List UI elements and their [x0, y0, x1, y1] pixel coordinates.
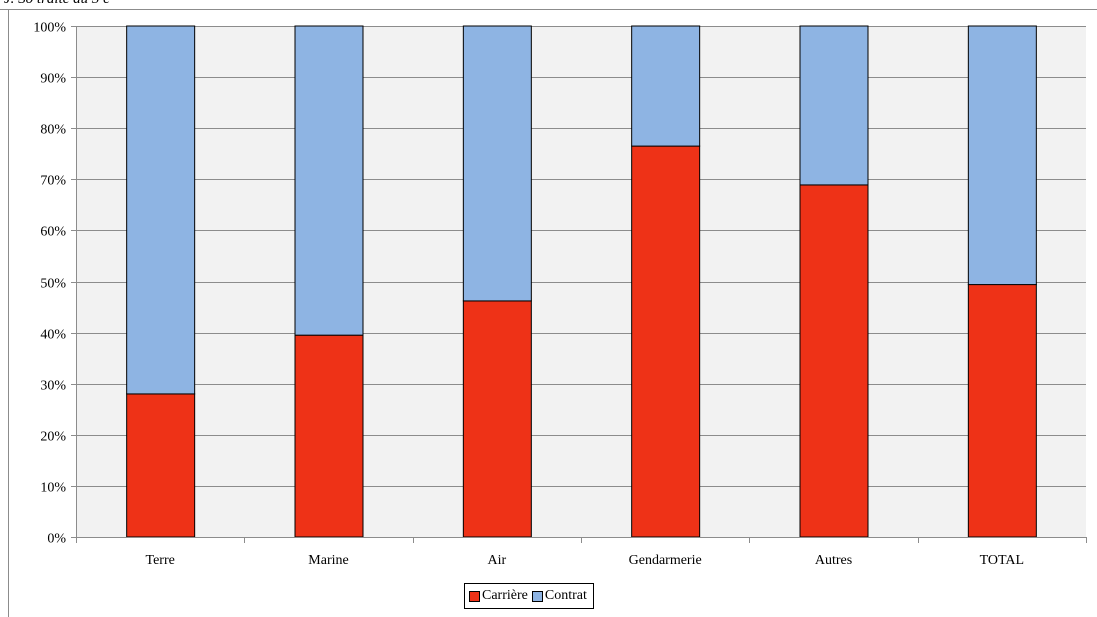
bars [126, 25, 1037, 538]
legend-item-contrat: Contrat [531, 588, 587, 604]
x-category-label: Terre [146, 553, 175, 568]
axes [76, 26, 1087, 543]
legend-swatch-contrat [531, 590, 543, 602]
y-tick-label: 70% [40, 174, 66, 189]
bar-segment-carriere [126, 393, 196, 538]
y-tick-label: 10% [40, 481, 66, 496]
x-category-label: TOTAL [980, 553, 1025, 568]
bar-segment-carriere [631, 145, 701, 538]
y-tick-label: 0% [47, 532, 66, 547]
y-tick-label: 30% [40, 379, 66, 394]
y-tick-label: 90% [40, 72, 66, 87]
y-tick-label: 80% [40, 123, 66, 138]
legend-item-carriere: Carrière [469, 588, 528, 604]
bar-segment-contrat [799, 25, 869, 186]
legend-label-contrat: Contrat [544, 588, 587, 603]
y-tick-label: 100% [33, 21, 66, 36]
y-tick-label: 20% [40, 430, 66, 445]
legend: Carrière Contrat [464, 583, 594, 609]
bar-segment-carriere [799, 184, 869, 538]
y-tick-label: 60% [40, 225, 66, 240]
bar-segment-contrat [462, 25, 532, 302]
y-tick-labels: 0% 10% 20% 30% 40% 50% 60% 70% 80% 90% 100% [33, 21, 66, 547]
chart-caption: J. So traité au 3 e [4, 0, 110, 8]
bar-segment-carriere [462, 300, 532, 538]
gridlines [71, 26, 1086, 538]
x-category-label: Autres [815, 553, 852, 568]
plot-area [76, 26, 1086, 537]
bar-segment-contrat [631, 25, 701, 147]
x-category-label: Gendarmerie [629, 553, 702, 568]
x-category-label: Air [487, 553, 506, 568]
bar-segment-contrat [967, 25, 1037, 286]
x-category-labels: Terre Marine Air Gendarmerie Autres TOTAL [146, 553, 1025, 568]
x-category-label: Marine [308, 553, 348, 568]
bar-segment-contrat [294, 25, 364, 336]
legend-swatch-carriere [469, 590, 480, 602]
legend-label-carriere: Carrière [482, 588, 528, 603]
bar-segment-contrat [126, 25, 196, 395]
bar-segment-carriere [967, 284, 1037, 538]
y-tick-label: 40% [40, 328, 66, 343]
bar-segment-carriere [294, 334, 364, 538]
y-tick-label: 50% [40, 277, 66, 292]
